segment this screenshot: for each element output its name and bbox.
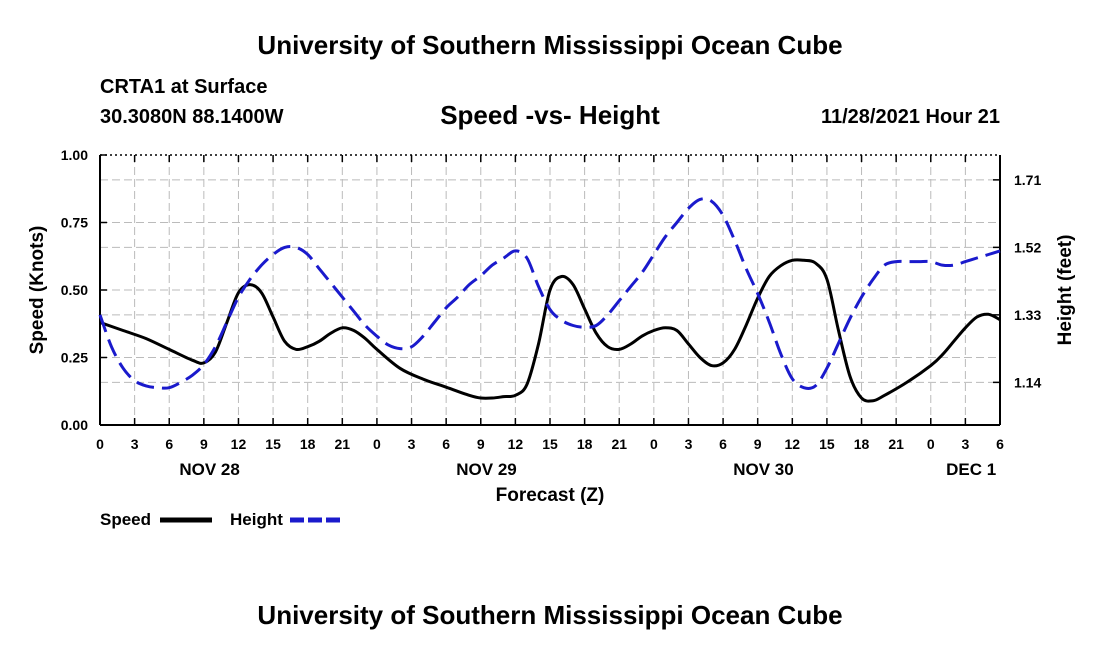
x-tick-label: 3: [131, 436, 139, 452]
x-tick-label: 6: [719, 436, 727, 452]
x-tick-label: 15: [819, 436, 835, 452]
speed-series-line: [99, 258, 1001, 403]
x-tick-label: 18: [854, 436, 870, 452]
x-tick-label: 3: [961, 436, 969, 452]
height-series-line: [98, 197, 1001, 391]
x-axis-label: Forecast (Z): [496, 485, 605, 506]
y2-tick-label: 1.33: [1014, 307, 1041, 323]
y-tick-label: 0.25: [61, 350, 88, 366]
y-tick-label: 0.00: [61, 417, 88, 433]
y-tick-label: 1.00: [61, 147, 88, 163]
x-tick-label: 6: [996, 436, 1004, 452]
date-label: NOV 29: [456, 460, 516, 479]
y2-axis-label: Height (feet): [1055, 235, 1076, 346]
y-tick-label: 0.50: [61, 282, 88, 298]
x-tick-label: 3: [408, 436, 416, 452]
y-axis-label: Speed (Knots): [27, 226, 48, 355]
x-tick-label: 6: [442, 436, 450, 452]
x-tick-label: 9: [477, 436, 485, 452]
speed-height-chart: 0 3 6 9 12 15 18 21 0 3 6 9 12 15 18 21 0 3 6 9 12 15 18 21 0 3 6N…: [27, 147, 1076, 529]
x-tick-label: 18: [300, 436, 316, 452]
x-tick-label: 12: [785, 436, 801, 452]
x-tick-label: 9: [754, 436, 762, 452]
x-tick-label: 21: [335, 436, 351, 452]
x-tick-label: 18: [577, 436, 593, 452]
y2-tick-label: 1.14: [1014, 374, 1041, 390]
y-tick-label: 0.75: [61, 215, 88, 231]
date-label: DEC 1: [946, 460, 996, 479]
x-tick-label: 9: [200, 436, 208, 452]
x-tick-label: 12: [508, 436, 524, 452]
y2-tick-label: 1.52: [1014, 239, 1041, 255]
x-tick-label: 0: [96, 436, 104, 452]
date-label: NOV 28: [179, 460, 239, 479]
coordinates-label: 30.3080N 88.1400W: [100, 106, 284, 128]
x-tick-label: 0: [927, 436, 935, 452]
x-tick-label: 3: [685, 436, 693, 452]
x-tick-label: 15: [265, 436, 281, 452]
station-label: CRTA1 at Surface: [100, 76, 268, 98]
footer-title: University of Southern Mississippi Ocean…: [257, 600, 843, 630]
date-label: NOV 30: [733, 460, 793, 479]
legend-height-label: Height: [230, 510, 283, 529]
x-tick-label: 12: [231, 436, 247, 452]
x-tick-label: 15: [542, 436, 558, 452]
forecast-datetime: 11/28/2021 Hour 21: [820, 106, 1000, 128]
page-title: University of Southern Mississippi Ocean…: [257, 30, 843, 60]
y2-tick-label: 1.71: [1014, 172, 1041, 188]
chart-title: Speed -vs- Height: [440, 100, 660, 130]
x-tick-label: 6: [165, 436, 173, 452]
x-tick-label: 0: [650, 436, 658, 452]
legend-speed-label: Speed: [100, 510, 151, 529]
x-tick-label: 0: [373, 436, 381, 452]
x-tick-label: 21: [888, 436, 904, 452]
x-tick-label: 21: [611, 436, 627, 452]
